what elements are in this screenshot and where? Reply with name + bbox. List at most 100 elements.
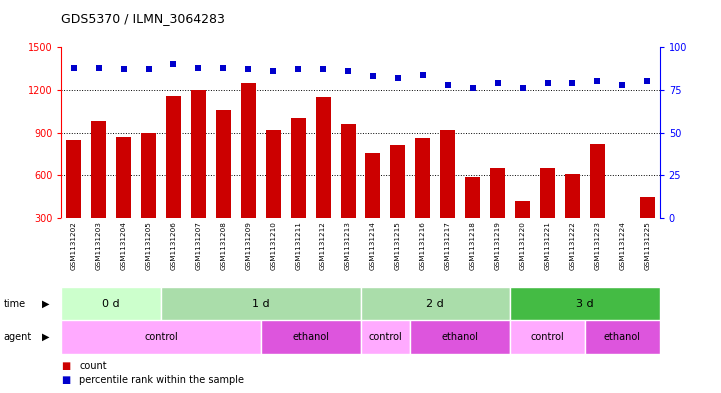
Text: agent: agent: [4, 332, 32, 342]
Bar: [216, 110, 231, 261]
Text: 2 d: 2 d: [426, 299, 444, 309]
Text: GSM1131220: GSM1131220: [520, 222, 526, 270]
Text: GSM1131202: GSM1131202: [71, 222, 76, 270]
Text: GSM1131209: GSM1131209: [245, 222, 252, 270]
Point: [392, 75, 404, 81]
Text: GSM1131205: GSM1131205: [146, 222, 151, 270]
Bar: [166, 95, 181, 261]
Text: ■: ■: [61, 361, 71, 371]
Bar: [590, 144, 605, 261]
Bar: [585, 320, 660, 354]
Bar: [91, 121, 106, 261]
Text: count: count: [79, 361, 107, 371]
Point: [342, 68, 354, 74]
Text: GSM1131208: GSM1131208: [221, 222, 226, 270]
Bar: [441, 130, 455, 261]
Bar: [565, 174, 580, 261]
Text: ▶: ▶: [42, 332, 49, 342]
Text: ▶: ▶: [42, 299, 49, 309]
Text: GSM1131211: GSM1131211: [295, 222, 301, 270]
Bar: [640, 197, 655, 261]
Bar: [360, 287, 510, 320]
Point: [118, 66, 129, 73]
Point: [68, 64, 79, 71]
Text: ethanol: ethanol: [603, 332, 641, 342]
Point: [467, 85, 479, 91]
Text: GSM1131219: GSM1131219: [495, 222, 500, 270]
Point: [517, 85, 528, 91]
Text: GSM1131207: GSM1131207: [195, 222, 201, 270]
Point: [616, 82, 628, 88]
Point: [417, 72, 428, 78]
Text: GSM1131221: GSM1131221: [544, 222, 551, 270]
Point: [93, 64, 105, 71]
Point: [168, 61, 180, 67]
Text: control: control: [531, 332, 565, 342]
Text: GSM1131213: GSM1131213: [345, 222, 351, 270]
Bar: [391, 145, 405, 261]
Text: GSM1131215: GSM1131215: [395, 222, 401, 270]
Bar: [266, 130, 280, 261]
Bar: [191, 90, 206, 261]
Bar: [510, 287, 660, 320]
Point: [242, 66, 254, 73]
Bar: [61, 320, 261, 354]
Bar: [415, 138, 430, 261]
Bar: [241, 83, 256, 261]
Point: [367, 73, 379, 79]
Bar: [360, 320, 410, 354]
Point: [592, 78, 603, 84]
Text: GSM1131224: GSM1131224: [619, 222, 625, 270]
Bar: [141, 132, 156, 261]
Bar: [465, 177, 480, 261]
Text: control: control: [144, 332, 178, 342]
Text: 1 d: 1 d: [252, 299, 270, 309]
Bar: [515, 201, 530, 261]
Point: [642, 78, 653, 84]
Text: GSM1131222: GSM1131222: [570, 222, 575, 270]
Bar: [510, 320, 585, 354]
Text: GSM1131204: GSM1131204: [120, 222, 127, 270]
Text: GSM1131223: GSM1131223: [594, 222, 601, 270]
Bar: [490, 168, 505, 261]
Point: [293, 66, 304, 73]
Text: ■: ■: [61, 375, 71, 385]
Point: [567, 80, 578, 86]
Text: GSM1131217: GSM1131217: [445, 222, 451, 270]
Text: percentile rank within the sample: percentile rank within the sample: [79, 375, 244, 385]
Text: 0 d: 0 d: [102, 299, 120, 309]
Point: [317, 66, 329, 73]
Text: GDS5370 / ILMN_3064283: GDS5370 / ILMN_3064283: [61, 12, 225, 25]
Text: ethanol: ethanol: [292, 332, 329, 342]
Text: GSM1131206: GSM1131206: [170, 222, 177, 270]
Bar: [340, 124, 355, 261]
Bar: [316, 97, 330, 261]
Bar: [410, 320, 510, 354]
Text: 3 d: 3 d: [576, 299, 593, 309]
Bar: [366, 152, 381, 261]
Point: [193, 64, 204, 71]
Text: GSM1131218: GSM1131218: [469, 222, 476, 270]
Point: [143, 66, 154, 73]
Text: time: time: [4, 299, 26, 309]
Text: GSM1131225: GSM1131225: [645, 222, 650, 270]
Text: control: control: [368, 332, 402, 342]
Bar: [291, 118, 306, 261]
Bar: [161, 287, 360, 320]
Bar: [540, 168, 555, 261]
Text: GSM1131203: GSM1131203: [96, 222, 102, 270]
Text: ethanol: ethanol: [442, 332, 479, 342]
Bar: [615, 220, 630, 261]
Text: GSM1131214: GSM1131214: [370, 222, 376, 270]
Point: [267, 68, 279, 74]
Bar: [116, 137, 131, 261]
Text: GSM1131210: GSM1131210: [270, 222, 276, 270]
Point: [442, 82, 454, 88]
Point: [218, 64, 229, 71]
Bar: [66, 140, 81, 261]
Bar: [61, 287, 161, 320]
Text: GSM1131216: GSM1131216: [420, 222, 426, 270]
Point: [541, 80, 553, 86]
Text: GSM1131212: GSM1131212: [320, 222, 326, 270]
Point: [492, 80, 503, 86]
